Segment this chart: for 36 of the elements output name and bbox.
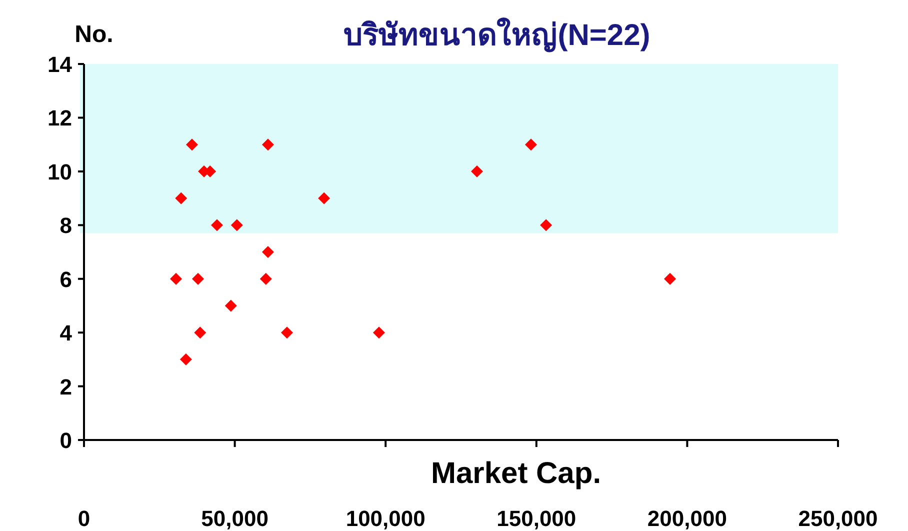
point <box>175 192 188 204</box>
point <box>211 219 224 232</box>
point <box>180 353 192 366</box>
point <box>470 165 483 178</box>
x-tick-label: 200,000 <box>647 506 727 531</box>
y-tick-label: 10 <box>48 159 72 184</box>
point <box>262 246 274 258</box>
x-tick-label: 150,000 <box>496 506 576 531</box>
point <box>540 219 552 232</box>
point <box>372 326 385 339</box>
point <box>186 138 198 151</box>
point <box>280 326 293 339</box>
point <box>230 219 243 232</box>
y-tick-label: 2 <box>60 374 72 400</box>
point <box>524 138 537 151</box>
x-tick-label: 50,000 <box>201 506 268 531</box>
x-axis-title: Market Cap. <box>430 457 602 490</box>
chart-title: บริษัทขนาดใหญ่(N=22) <box>344 17 650 53</box>
y-tick-label: 0 <box>60 428 72 453</box>
point <box>194 326 206 339</box>
point <box>318 192 330 204</box>
y-axis-title: No. <box>74 21 114 48</box>
y-tick-label: 12 <box>48 106 72 131</box>
point <box>664 272 676 285</box>
y-tick-label: 6 <box>60 266 72 292</box>
point <box>192 272 204 285</box>
point <box>170 272 182 285</box>
y-tick-label: 8 <box>60 213 72 238</box>
point <box>260 272 272 285</box>
y-tick-label: 14 <box>48 52 73 77</box>
x-tick-label: 0 <box>78 506 90 531</box>
point <box>262 138 274 151</box>
x-tick-label: 100,000 <box>346 506 426 531</box>
y-tick-label: 4 <box>60 320 73 346</box>
x-tick-label: 250,000 <box>798 506 878 531</box>
point <box>224 300 237 312</box>
